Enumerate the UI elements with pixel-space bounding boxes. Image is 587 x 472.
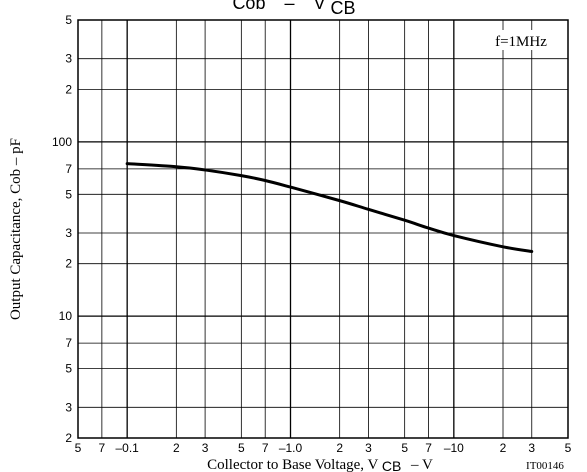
y-tick-label: 2 bbox=[65, 431, 72, 445]
x-tick-label: 3 bbox=[528, 441, 535, 455]
y-tick-label: 3 bbox=[65, 52, 72, 66]
y-tick-label: 7 bbox=[65, 162, 72, 176]
x-tick-label: 5 bbox=[401, 441, 408, 455]
x-tick-label: 7 bbox=[262, 441, 269, 455]
plot-frame bbox=[77, 19, 569, 439]
title-subscript: CB bbox=[331, 0, 356, 18]
y-tick-label: 100 bbox=[52, 135, 72, 149]
title-separator: – bbox=[284, 0, 294, 13]
x-tick-label: 5 bbox=[238, 441, 245, 455]
x-tick-label: –0.1 bbox=[115, 441, 139, 455]
y-tick-label: 10 bbox=[59, 309, 73, 323]
x-tick-labels: 5 7 –0.1 2 3 5 7 –1.0 2 3 5 7 –10 2 3 5 bbox=[75, 441, 572, 455]
x-axis-label: Collector to Base Voltage, V CB – V bbox=[207, 457, 433, 472]
y-tick-label: 3 bbox=[65, 226, 72, 240]
x-tick-label: 5 bbox=[75, 441, 82, 455]
title-v: V bbox=[314, 0, 326, 13]
grid-lines bbox=[77, 19, 569, 439]
title-main: Cob bbox=[232, 0, 265, 13]
x-axis-label-unit: – V bbox=[410, 457, 433, 472]
x-tick-label: 7 bbox=[425, 441, 432, 455]
x-axis-label-text: Collector to Base Voltage, V bbox=[207, 457, 378, 472]
y-axis-label: Output Capacitance, Cob – pF bbox=[8, 138, 24, 320]
y-tick-label: 5 bbox=[65, 362, 72, 376]
chart-title: Cob – V CB bbox=[232, 0, 355, 18]
series-line-cob bbox=[125, 162, 534, 253]
x-tick-label: 3 bbox=[365, 441, 372, 455]
frequency-annotation: f=1MHz bbox=[495, 34, 547, 50]
x-tick-label: –1.0 bbox=[279, 441, 303, 455]
y-tick-label: 5 bbox=[65, 13, 72, 27]
x-tick-label: 2 bbox=[173, 441, 180, 455]
x-tick-label: 7 bbox=[99, 441, 106, 455]
y-tick-label: 3 bbox=[65, 400, 72, 414]
x-axis-label-subscript: CB bbox=[382, 458, 401, 472]
x-tick-label: –10 bbox=[444, 441, 464, 455]
x-tick-label: 2 bbox=[500, 441, 507, 455]
x-tick-label: 3 bbox=[202, 441, 209, 455]
annotation-background bbox=[476, 30, 564, 50]
y-tick-label: 5 bbox=[65, 187, 72, 201]
x-tick-label: 2 bbox=[336, 441, 343, 455]
y-tick-label: 2 bbox=[65, 257, 72, 271]
x-tick-label: 5 bbox=[565, 441, 572, 455]
y-tick-label: 7 bbox=[65, 336, 72, 350]
y-tick-labels: 2 3 5 7 10 2 3 5 7 100 2 3 5 bbox=[52, 13, 72, 445]
figure-id: IT00146 bbox=[526, 460, 564, 472]
y-tick-label: 2 bbox=[65, 82, 72, 96]
